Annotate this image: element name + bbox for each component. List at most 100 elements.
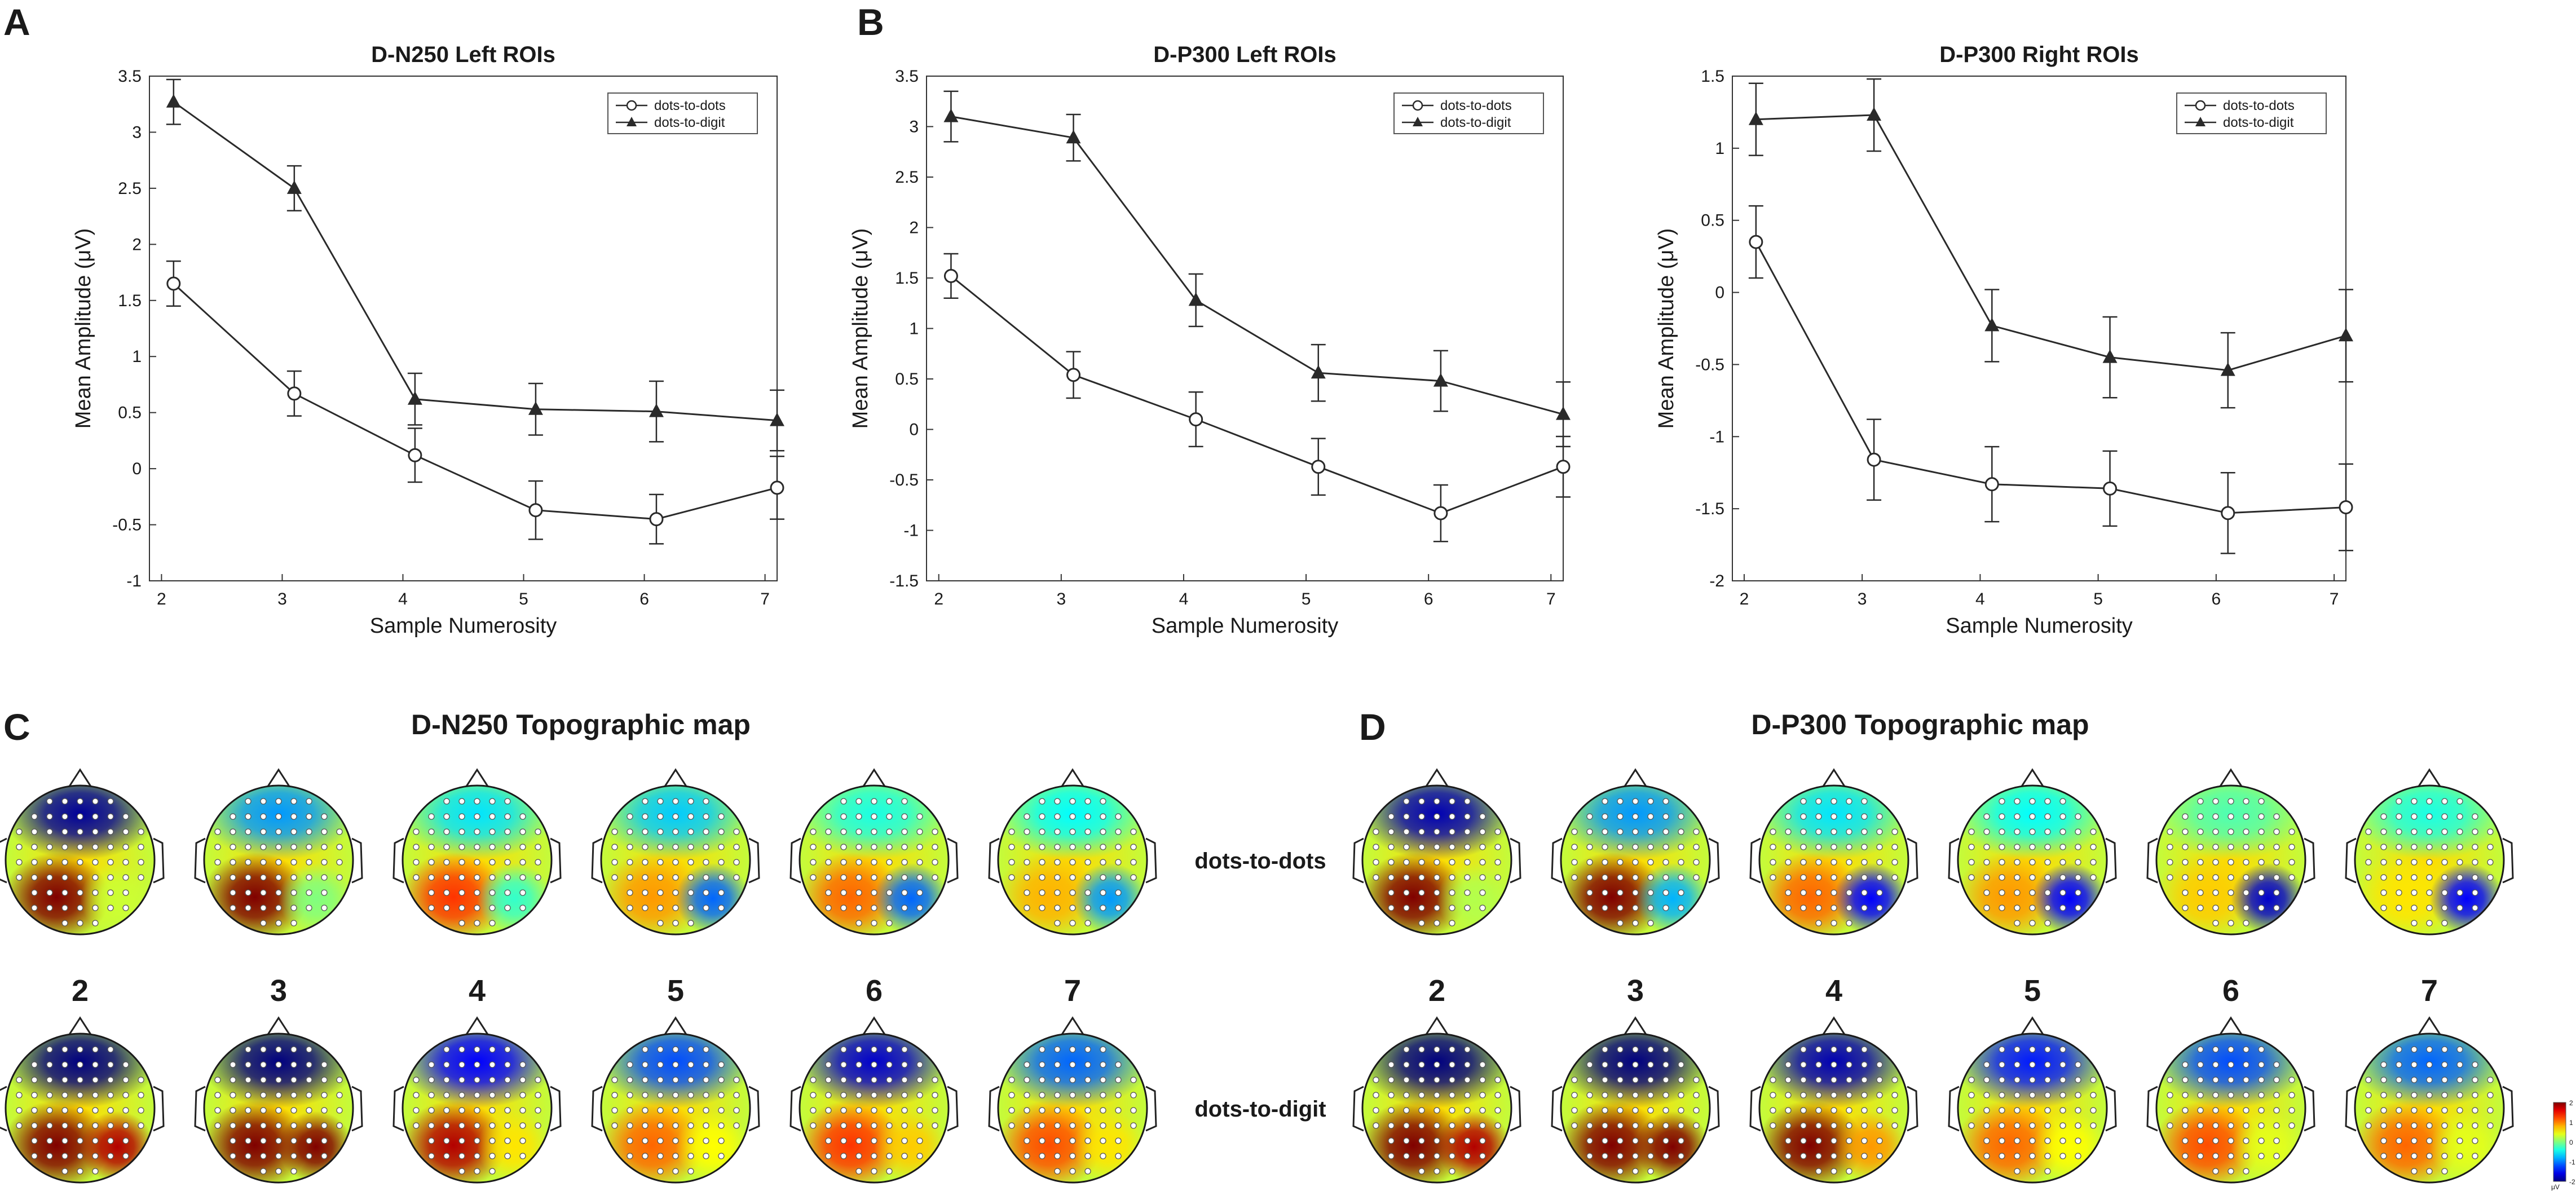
electrode: [504, 844, 511, 850]
electrode: [2059, 859, 2066, 866]
data-point-triangle: [770, 412, 784, 426]
y-tick-label: -1: [903, 522, 919, 540]
electrode: [214, 844, 221, 850]
electrode: [1647, 1153, 1654, 1159]
electrode: [855, 1046, 862, 1053]
electrode: [657, 1077, 664, 1083]
x-tick-label: 3: [277, 590, 287, 608]
electrode: [2227, 1153, 2234, 1159]
electrode: [46, 1122, 53, 1129]
electrode: [2029, 813, 2036, 820]
head-outline: [1758, 1033, 1909, 1184]
electrode: [2243, 1168, 2249, 1175]
electrode: [627, 1092, 633, 1098]
electrode: [733, 1077, 740, 1083]
electrode: [321, 1061, 328, 1068]
electrode: [687, 1168, 694, 1175]
electrode: [1084, 1046, 1091, 1053]
electrode: [1054, 1153, 1061, 1159]
electrode: [2197, 889, 2204, 896]
electrode: [1115, 889, 1122, 896]
data-point-triangle: [1066, 130, 1081, 144]
electrode: [916, 1077, 923, 1083]
electrode: [443, 844, 450, 850]
electrode: [642, 874, 649, 881]
electrode: [2243, 920, 2249, 927]
electrode: [687, 859, 694, 866]
electrode: [718, 1122, 725, 1129]
electrode: [1054, 828, 1061, 835]
electrode: [107, 1122, 114, 1129]
electrode: [61, 1061, 68, 1068]
electrode: [901, 1137, 908, 1144]
electrode: [1024, 889, 1030, 896]
electrode: [1678, 813, 1684, 820]
electrode: [458, 1092, 465, 1098]
colorbar-tick-label: -1: [2569, 1158, 2575, 1166]
electrode: [1891, 1122, 1898, 1129]
electrode: [443, 905, 450, 911]
electrode: [855, 920, 862, 927]
electrode: [458, 874, 465, 881]
topo-color-field: [1561, 786, 1710, 934]
colorbar-tick-label: 2: [2569, 1099, 2573, 1107]
y-tick-label: 0: [1715, 284, 1724, 302]
electrode: [245, 1153, 252, 1159]
electrode: [627, 1122, 633, 1129]
electrode: [1100, 1122, 1106, 1129]
electrode: [855, 844, 862, 850]
electrode: [413, 1077, 420, 1083]
electrode: [489, 889, 496, 896]
electrode: [2456, 813, 2463, 820]
legend-label: dots-to-dots: [654, 98, 726, 113]
electrode: [77, 1092, 83, 1098]
electrode: [840, 813, 847, 820]
electrode: [687, 1153, 694, 1159]
electrode: [2396, 1077, 2402, 1083]
electrode: [138, 1077, 144, 1083]
electrode: [1403, 798, 1410, 805]
electrode: [2273, 1077, 2280, 1083]
electrode: [1373, 1122, 1379, 1129]
colorbar-tick-label: 0: [2569, 1139, 2573, 1146]
electrode: [2243, 889, 2249, 896]
electrode: [1418, 920, 1425, 927]
electrode: [2273, 813, 2280, 820]
electrode: [1968, 1122, 1975, 1129]
electrode: [1815, 1061, 1822, 1068]
electrode: [2197, 1153, 2204, 1159]
electrode: [901, 1122, 908, 1129]
electrodes: [1373, 798, 1501, 927]
electrode: [2212, 874, 2219, 881]
electrode: [458, 905, 465, 911]
electrode: [1449, 844, 1455, 850]
electrode: [1586, 1153, 1593, 1159]
electrode: [1464, 1061, 1471, 1068]
electrode: [2090, 1122, 2097, 1129]
x-tick-label: 4: [1975, 590, 1985, 608]
electrode: [2059, 813, 2066, 820]
electrode: [2288, 859, 2295, 866]
legend-label: dots-to-digit: [1440, 115, 1511, 130]
electrode: [1662, 1122, 1669, 1129]
nose-icon: [2020, 1016, 2045, 1036]
electrode: [1846, 844, 1852, 850]
electrode: [916, 874, 923, 881]
head-outline: [1361, 1033, 1512, 1184]
nose-icon: [68, 1016, 92, 1036]
electrode: [1662, 844, 1669, 850]
data-point-triangle: [1311, 365, 1326, 379]
electrode: [886, 1061, 893, 1068]
electrode: [1800, 1061, 1807, 1068]
electrode: [1115, 1092, 1122, 1098]
electrode: [107, 874, 114, 881]
electrode: [2456, 1046, 2463, 1053]
electrode: [2288, 828, 2295, 835]
electrode: [825, 905, 832, 911]
electrode: [2014, 1153, 2021, 1159]
electrode: [1830, 905, 1837, 911]
electrode: [2456, 1092, 2463, 1098]
electrode: [733, 874, 740, 881]
electrode: [1693, 1077, 1700, 1083]
electrode: [46, 1137, 53, 1144]
